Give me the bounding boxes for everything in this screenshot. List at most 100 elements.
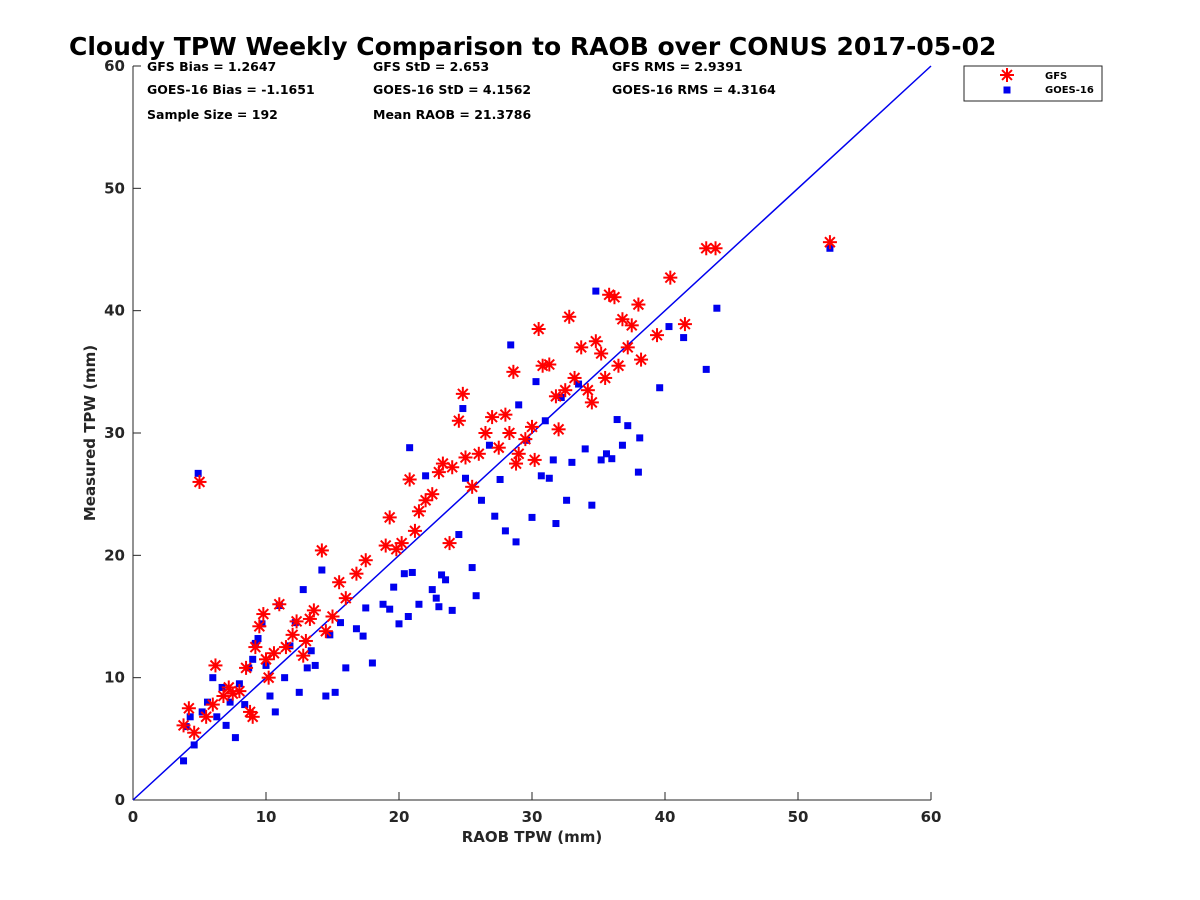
goes16-point	[241, 701, 249, 709]
gfs-point	[289, 614, 304, 629]
gfs-point	[306, 603, 321, 618]
goes16-point	[597, 456, 605, 464]
gfs-point	[498, 407, 513, 422]
gfs-point	[411, 504, 426, 519]
gfs-point	[181, 701, 196, 716]
goes16-point	[406, 444, 414, 452]
goes16-point	[665, 323, 673, 331]
legend: GFS GOES-16	[963, 65, 1103, 102]
goes16-point	[400, 570, 408, 578]
gfs-point	[506, 364, 521, 379]
series-goes16	[180, 244, 834, 765]
legend-gfs-marker	[1000, 68, 1014, 82]
gfs-point	[631, 297, 646, 312]
goes16-point	[182, 723, 190, 731]
gfs-point	[407, 523, 422, 538]
goes16-point	[656, 384, 664, 392]
gfs-point	[176, 718, 191, 733]
goes16-point	[468, 564, 476, 572]
goes16-point	[281, 674, 289, 682]
gfs-point	[458, 450, 473, 465]
gfs-point	[485, 410, 500, 425]
goes16-point	[496, 475, 504, 483]
legend-box	[963, 65, 1103, 102]
goes16-point	[386, 605, 394, 613]
legend-goes16-square	[1003, 86, 1011, 94]
gfs-point	[525, 419, 539, 434]
goes16-point	[459, 405, 467, 413]
goes16-point	[390, 583, 398, 591]
goes16-point	[442, 576, 450, 584]
gfs-point	[248, 640, 263, 655]
gfs-point	[425, 487, 440, 502]
stat-mean-raob: Mean RAOB = 21.3786	[373, 107, 531, 122]
gfs-point	[518, 432, 533, 447]
goes16-point	[512, 538, 520, 546]
gfs-point	[624, 318, 639, 333]
y-tick-label: 20	[104, 546, 125, 564]
goes16-point	[299, 586, 307, 594]
legend-gfs-label: GFS	[1045, 71, 1067, 82]
gfs-point	[527, 452, 542, 467]
gfs-point	[542, 357, 557, 372]
gfs-point	[272, 597, 287, 612]
gfs-point	[822, 235, 837, 250]
y-tick-label: 0	[115, 791, 125, 809]
gfs-point	[208, 658, 223, 673]
goes16-point	[226, 698, 234, 706]
goes16-point	[435, 603, 443, 611]
goes16-point	[634, 468, 642, 476]
goes16-point	[528, 513, 536, 521]
gfs-point	[551, 422, 566, 437]
x-tick-label: 40	[655, 808, 676, 826]
gfs-point	[261, 670, 276, 685]
gfs-point	[266, 646, 281, 661]
goes16-point	[209, 674, 217, 682]
x-tick-label: 60	[921, 808, 942, 826]
goes16-point	[362, 604, 370, 612]
gfs-point	[205, 697, 220, 712]
y-tick-label: 40	[104, 302, 125, 320]
gfs-point	[558, 383, 573, 398]
gfs-point	[580, 383, 595, 398]
goes16-point	[322, 692, 330, 700]
goes16-point	[507, 341, 515, 349]
series-gfs	[176, 235, 837, 740]
goes16-point	[352, 625, 360, 633]
goes16-point	[541, 417, 549, 425]
goes16-point	[342, 664, 350, 672]
gfs-point	[699, 241, 714, 256]
gfs-point	[192, 474, 207, 489]
gfs-point	[584, 395, 599, 410]
goes16-point	[557, 394, 565, 402]
gfs-point	[502, 426, 517, 440]
goes16-point	[249, 655, 257, 663]
goes16-point	[186, 713, 194, 721]
gfs-point	[325, 609, 340, 624]
goes16-point	[575, 380, 583, 388]
gfs-point	[402, 472, 417, 487]
goes16-point	[545, 474, 553, 482]
goes16-point	[415, 600, 423, 608]
gfs-point	[588, 334, 603, 349]
goes16-point	[311, 661, 319, 669]
gfs-point	[509, 456, 524, 471]
goes16-point	[194, 469, 202, 477]
gfs-point	[663, 270, 678, 285]
gfs-point	[382, 510, 397, 525]
goes16-point	[379, 600, 387, 608]
gfs-point	[708, 241, 723, 256]
gfs-point	[611, 358, 626, 373]
y-tick-label: 30	[104, 424, 125, 442]
gfs-point	[615, 312, 630, 327]
gfs-point	[650, 328, 665, 343]
goes16-point	[588, 501, 596, 509]
goes16-point	[438, 571, 446, 579]
goes16-point	[549, 456, 557, 464]
goes16-point	[190, 741, 198, 749]
gfs-point	[620, 340, 635, 355]
goes16-point	[563, 496, 571, 504]
chart-title: Cloudy TPW Weekly Comparison to RAOB ove…	[69, 32, 996, 61]
gfs-point	[239, 660, 254, 675]
